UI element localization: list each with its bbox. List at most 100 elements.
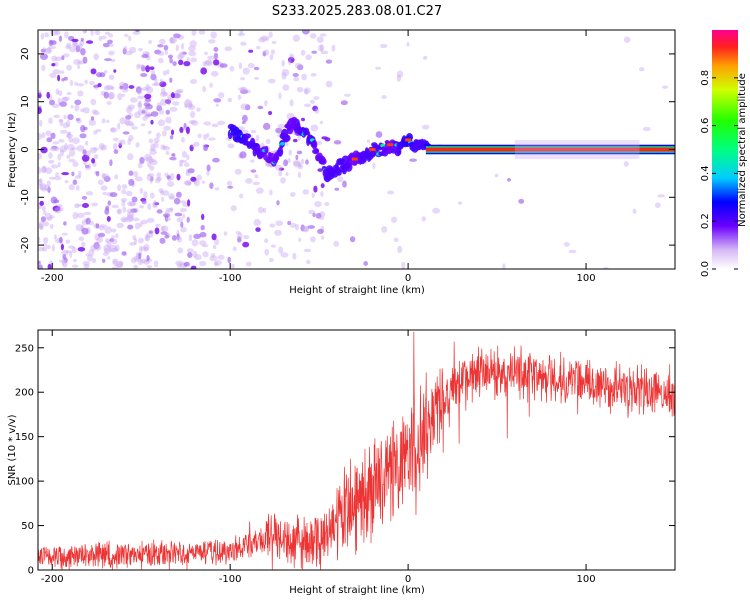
spectrogram-noise-blob xyxy=(152,201,158,209)
spectrogram-noise-blob xyxy=(90,68,97,75)
spectrogram-noise-blob xyxy=(171,235,177,241)
spectrogram-noise-blob xyxy=(68,137,73,143)
spectrogram-noise-blob xyxy=(38,260,41,265)
spectrogram-noise-blob xyxy=(321,235,325,240)
spectrogram-noise-blob xyxy=(77,64,81,70)
spectrogram-noise-blob xyxy=(111,204,119,209)
spectrogram-noise-blob xyxy=(148,138,154,144)
spectrogram-noise-blob xyxy=(381,95,387,99)
spectrogram-noise-blob xyxy=(54,62,59,67)
spectrogram-noise-blob xyxy=(51,63,55,67)
spectrogram-noise-blob xyxy=(102,42,110,48)
spectrogram-noise-blob xyxy=(52,205,61,212)
spectrogram-noise-blob xyxy=(95,171,100,177)
spectrogram-noise-blob xyxy=(155,223,161,227)
spectrogram-noise-blob xyxy=(43,210,47,216)
spectrogram-noise-blob xyxy=(179,159,184,165)
spectrogram-noise-blob xyxy=(187,182,192,186)
spectrogram-noise-blob xyxy=(319,44,324,52)
spectrogram-noise-blob xyxy=(104,238,110,243)
spectrogram-noise-blob xyxy=(43,237,49,244)
spectrogram-noise-blob xyxy=(125,120,134,127)
spectrogram-noise-blob xyxy=(169,77,173,83)
spectrogram-noise-blob xyxy=(240,86,248,94)
spectrogram-noise-blob xyxy=(296,64,304,71)
spectrogram-noise-blob xyxy=(46,180,51,187)
spectrogram-ridge-hotspot xyxy=(405,138,412,142)
spectrogram-noise-blob xyxy=(409,158,417,162)
spectrogram-noise-blob xyxy=(237,32,246,37)
spectrogram-noise-blob xyxy=(165,116,172,124)
spectrogram-noise-blob xyxy=(137,95,146,100)
spectrogram-noise-blob xyxy=(85,165,91,171)
spectrogram-noise-blob xyxy=(623,36,631,43)
spectrogram-noise-blob xyxy=(98,35,103,42)
spectrogram-noise-blob xyxy=(94,30,101,35)
spectrogram-noise-blob xyxy=(185,171,191,176)
spectrogram-noise-blob xyxy=(282,84,290,91)
spectrogram-noise-blob xyxy=(41,132,46,139)
spectrogram-noise-blob xyxy=(300,224,305,232)
spectrogram-noise-blob xyxy=(65,133,74,139)
spectrogram-noise-blob xyxy=(61,232,69,236)
spectrogram-noise-blob xyxy=(138,252,142,260)
spectrogram-noise-blob xyxy=(66,42,72,48)
spectrogram-noise-blob xyxy=(623,161,629,167)
spectrogram-noise-blob xyxy=(155,177,161,184)
spectrogram-noise-blob xyxy=(55,56,63,62)
spectrogram-noise-blob xyxy=(237,236,242,243)
spectrogram-noise-blob xyxy=(229,65,235,72)
colorbar-gradient xyxy=(712,30,738,269)
spectrogram-noise-blob xyxy=(632,208,637,214)
spectrogram-ridge-hotspot xyxy=(387,143,394,147)
spectrogram-noise-blob xyxy=(58,90,63,96)
spectrogram-noise-blob xyxy=(126,211,135,219)
spectrogram-ridge-cell xyxy=(311,139,318,150)
spectrogram-noise-blob xyxy=(75,118,80,122)
spectrogram-noise-blob xyxy=(135,30,140,33)
spectrogram-noise-blob xyxy=(72,179,78,185)
spectrogram-noise-blob xyxy=(325,59,333,64)
spectrogram-noise-blob xyxy=(76,212,85,218)
spectrogram-noise-blob xyxy=(80,108,85,113)
spectrogram-noise-blob xyxy=(122,88,129,93)
spectrogram-noise-blob xyxy=(265,138,271,145)
spectrogram-noise-blob xyxy=(95,129,102,133)
spectrogram-noise-blob xyxy=(181,51,187,55)
spectrogram-noise-blob xyxy=(264,238,269,243)
spectrogram-noise-blob xyxy=(62,122,69,129)
spectrogram-noise-blob xyxy=(293,138,298,143)
spectrogram-noise-blob xyxy=(180,226,187,233)
spectrogram-noise-blob xyxy=(121,251,127,256)
spectrogram-noise-blob xyxy=(112,137,119,142)
spectrogram-noise-blob xyxy=(74,81,78,86)
spectrogram-noise-blob xyxy=(290,222,297,228)
spectrogram-noise-blob xyxy=(53,114,61,119)
spectrogram-noise-blob xyxy=(170,36,178,44)
figure-title: S233.2025.283.08.01.C27 xyxy=(272,4,442,19)
spectrogram-noise-blob xyxy=(207,55,216,60)
spectrogram-noise-blob xyxy=(270,49,275,55)
spectrogram-noise-blob xyxy=(69,46,77,53)
spectrogram-noise-blob xyxy=(41,165,47,173)
spectrogram-noise-blob xyxy=(146,173,152,181)
spectrogram-noise-blob xyxy=(603,266,609,269)
spectrogram-noise-blob xyxy=(138,64,145,69)
spectrogram-noise-blob xyxy=(320,191,324,197)
spectrogram-noise-blob xyxy=(147,161,152,168)
spectrogram-noise-blob xyxy=(140,219,148,225)
spectrogram-noise-blob xyxy=(312,212,316,218)
spectrogram-noise-blob xyxy=(40,216,47,223)
spectrogram-noise-blob xyxy=(127,200,136,207)
spectrogram-noise-blob xyxy=(305,159,309,165)
spectrogram-noise-blob xyxy=(256,46,261,50)
spectrogram-noise-blob xyxy=(159,91,168,97)
spectrogram-noise-blob xyxy=(340,100,348,106)
spectrogram-noise-blob xyxy=(147,203,152,211)
spectrogram-noise-blob xyxy=(270,244,277,248)
spectrogram-noise-blob xyxy=(38,92,42,99)
spectrogram-noise-blob xyxy=(76,203,83,207)
spectrogram-noise-blob xyxy=(315,212,322,219)
spectrogram-noise-blob xyxy=(217,254,225,260)
spectrogram-noise-blob xyxy=(47,263,52,269)
